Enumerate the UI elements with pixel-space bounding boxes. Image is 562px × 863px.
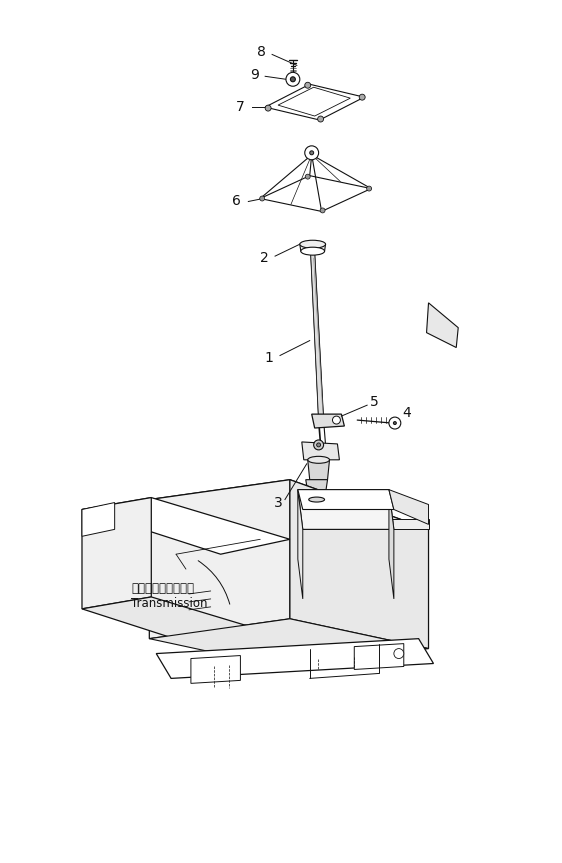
Polygon shape (82, 498, 290, 554)
Text: 7: 7 (236, 100, 245, 114)
Polygon shape (306, 480, 328, 500)
Text: 3: 3 (274, 495, 282, 509)
Text: 4: 4 (402, 406, 411, 420)
Polygon shape (149, 480, 429, 549)
Text: 6: 6 (232, 194, 241, 209)
Text: 8: 8 (257, 46, 266, 60)
Ellipse shape (300, 240, 325, 249)
Circle shape (318, 116, 324, 122)
Polygon shape (260, 176, 371, 211)
Polygon shape (302, 442, 339, 460)
Polygon shape (82, 502, 115, 536)
Circle shape (366, 186, 371, 191)
Polygon shape (265, 85, 364, 120)
Polygon shape (354, 644, 404, 670)
Text: Transmission: Transmission (132, 597, 208, 610)
Polygon shape (427, 303, 458, 348)
Ellipse shape (301, 247, 325, 255)
Polygon shape (300, 244, 325, 251)
Polygon shape (82, 597, 290, 653)
Polygon shape (191, 656, 241, 683)
Polygon shape (149, 480, 290, 639)
Ellipse shape (308, 457, 329, 463)
Text: 9: 9 (250, 68, 259, 82)
Text: 1: 1 (265, 351, 274, 365)
Circle shape (394, 649, 404, 658)
Polygon shape (389, 489, 394, 599)
Polygon shape (298, 489, 303, 599)
Circle shape (265, 105, 271, 111)
Polygon shape (308, 460, 329, 480)
Text: 5: 5 (370, 395, 378, 409)
Circle shape (305, 146, 319, 160)
Polygon shape (311, 253, 324, 420)
Circle shape (305, 82, 311, 88)
Polygon shape (149, 619, 429, 669)
Circle shape (260, 196, 265, 201)
Polygon shape (312, 414, 345, 428)
Polygon shape (300, 520, 429, 529)
Polygon shape (298, 489, 394, 509)
Circle shape (305, 174, 310, 180)
Text: 2: 2 (260, 251, 269, 265)
Circle shape (389, 417, 401, 429)
Polygon shape (389, 489, 429, 525)
Polygon shape (156, 639, 433, 678)
Polygon shape (278, 87, 350, 116)
Text: トランスミッション: トランスミッション (132, 583, 194, 595)
Circle shape (359, 94, 365, 100)
Polygon shape (82, 498, 151, 609)
Polygon shape (298, 489, 394, 529)
Ellipse shape (309, 497, 325, 502)
Polygon shape (290, 480, 429, 649)
Circle shape (286, 72, 300, 86)
Circle shape (291, 77, 296, 82)
Circle shape (393, 421, 396, 425)
Circle shape (314, 440, 324, 450)
Circle shape (310, 151, 314, 154)
Circle shape (320, 208, 325, 213)
Circle shape (333, 416, 341, 424)
Circle shape (316, 443, 320, 447)
